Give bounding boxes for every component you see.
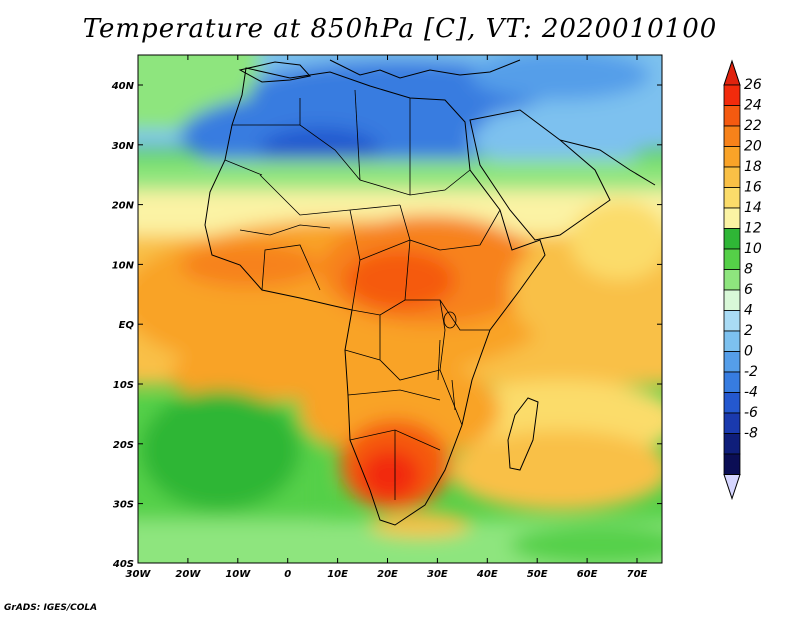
latitude-axis: 40N 30N 20N 10N EQ 10S 20S 30S 40S bbox=[111, 81, 662, 570]
colorbar-label: -6 bbox=[744, 405, 758, 421]
colorbar-label: 22 bbox=[744, 118, 762, 134]
lon-tick-label: 40E bbox=[476, 569, 498, 580]
lat-tick-label: 10S bbox=[113, 380, 134, 391]
colorbar-label: 2 bbox=[744, 323, 753, 339]
lon-tick-label: 20E bbox=[377, 569, 398, 580]
colorbar-label: 10 bbox=[744, 241, 762, 257]
lat-tick-label: 30S bbox=[113, 500, 134, 511]
colorbar-label: 6 bbox=[744, 282, 753, 298]
colorbar-segment bbox=[723, 453, 741, 475]
colorbar-segment bbox=[723, 371, 741, 393]
colorbar-label: 18 bbox=[744, 159, 762, 175]
colorbar-under-arrow bbox=[723, 474, 741, 501]
lat-tick-label: 10N bbox=[112, 260, 135, 271]
iberia-coastline bbox=[238, 61, 311, 83]
lat-tick-label: 20S bbox=[113, 440, 134, 451]
colorbar-segment bbox=[723, 351, 741, 373]
colorbar-label: 0 bbox=[744, 344, 753, 360]
colorbar-segment bbox=[723, 310, 741, 332]
lon-tick-label: 10E bbox=[327, 569, 348, 580]
plot-frame bbox=[137, 54, 663, 564]
lat-tick-label: 40S bbox=[112, 559, 134, 570]
lat-tick-label: 40N bbox=[111, 81, 135, 92]
colorbar-segment bbox=[723, 84, 741, 106]
lon-tick-label: 70E bbox=[627, 569, 648, 580]
persia-coastline bbox=[559, 139, 656, 186]
colorbar-segment bbox=[723, 146, 741, 168]
europe-south-coastline bbox=[329, 59, 521, 79]
colorbar-label: 26 bbox=[744, 77, 762, 93]
colorbar-label: 12 bbox=[744, 221, 762, 237]
colorbar-over-arrow bbox=[723, 59, 741, 86]
lon-tick-label: 50E bbox=[527, 569, 548, 580]
colorbar-label: 14 bbox=[744, 200, 762, 216]
colorbar-segment bbox=[723, 330, 741, 352]
temperature-field bbox=[138, 55, 662, 563]
colorbar-segment bbox=[723, 125, 741, 147]
colorbar-segment bbox=[723, 187, 741, 209]
lat-tick-label: 20N bbox=[112, 201, 135, 212]
lakes bbox=[437, 311, 457, 411]
colorbar-segment bbox=[723, 248, 741, 270]
lat-tick-label: 30N bbox=[112, 141, 135, 152]
colorbar-label: 20 bbox=[744, 139, 762, 155]
africa-coastline bbox=[204, 67, 546, 526]
colorbar-segment bbox=[723, 228, 741, 250]
colorbar-label: 8 bbox=[744, 262, 753, 278]
colorbar-segment bbox=[723, 105, 741, 127]
arabian-peninsula-coastline bbox=[469, 109, 611, 241]
map-title: Temperature at 850hPa [C], VT: 202001010… bbox=[82, 14, 718, 44]
colorbar-label: -8 bbox=[744, 426, 758, 442]
colorbar-segment bbox=[723, 412, 741, 434]
madagascar-coastline bbox=[507, 397, 539, 471]
grads-credit: GrADS: IGES/COLA bbox=[4, 603, 98, 613]
country-borders bbox=[224, 89, 501, 500]
lon-tick-label: 10W bbox=[225, 569, 251, 580]
lon-tick-label: 30E bbox=[427, 569, 448, 580]
coastlines bbox=[204, 59, 656, 526]
colorbar-label: 4 bbox=[744, 303, 753, 319]
lat-tick-label: EQ bbox=[119, 320, 135, 331]
colorbar-segment bbox=[723, 289, 741, 311]
lon-tick-label: 30W bbox=[126, 569, 152, 580]
colorbar-segment bbox=[723, 269, 741, 291]
lon-tick-label: 60E bbox=[577, 569, 598, 580]
colorbar-segment bbox=[723, 166, 741, 188]
colorbar-segment bbox=[723, 433, 741, 455]
lon-tick-label: 20W bbox=[175, 569, 201, 580]
lon-tick-label: 0 bbox=[284, 569, 291, 580]
colorbar-label: -2 bbox=[744, 364, 758, 380]
colorbar-label: 24 bbox=[744, 98, 762, 114]
longitude-axis: 30W 20W 10W 0 10E 20E 30E 40E 50E 60E 70E bbox=[126, 55, 648, 580]
colorbar-label: -4 bbox=[744, 385, 758, 401]
colorbar-segment bbox=[723, 392, 741, 414]
colorbar-segment bbox=[723, 207, 741, 229]
colorbar-label: 16 bbox=[744, 180, 762, 196]
